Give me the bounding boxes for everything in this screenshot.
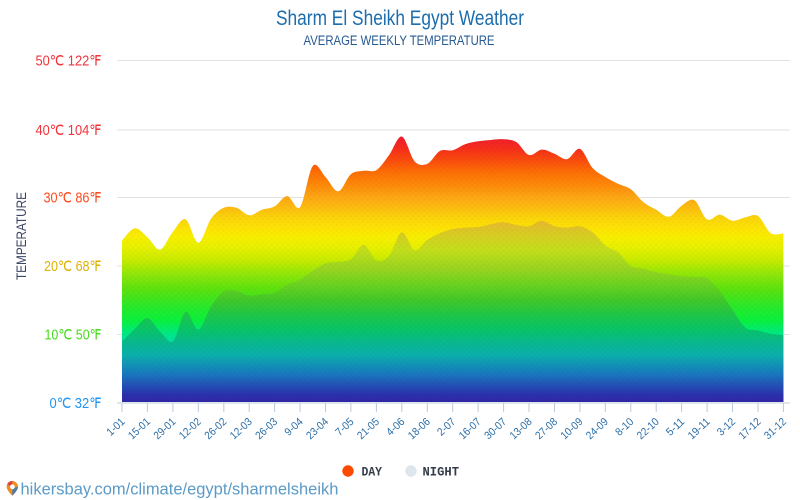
svg-text:50℃ 122℉: 50℃ 122℉: [36, 54, 102, 70]
svg-text:AVERAGE WEEKLY TEMPERATURE: AVERAGE WEEKLY TEMPERATURE: [304, 33, 495, 48]
svg-text:10℃ 50℉: 10℃ 50℉: [45, 328, 102, 344]
svg-text:20℃ 68℉: 20℃ 68℉: [44, 259, 102, 275]
svg-text:30℃ 86℉: 30℃ 86℉: [44, 191, 102, 207]
svg-text:Sharm El Sheikh Egypt Weather: Sharm El Sheikh Egypt Weather: [276, 6, 524, 30]
svg-text:40℃ 104℉: 40℃ 104℉: [36, 123, 102, 139]
svg-text:hikersbay.com/climate/egypt/sh: hikersbay.com/climate/egypt/sharmelsheik…: [21, 481, 339, 499]
svg-text:DAY: DAY: [362, 466, 383, 480]
svg-text:TEMPERATURE: TEMPERATURE: [13, 192, 29, 280]
svg-text:NIGHT: NIGHT: [423, 466, 460, 480]
svg-text:0℃ 32℉: 0℃ 32℉: [50, 396, 102, 412]
